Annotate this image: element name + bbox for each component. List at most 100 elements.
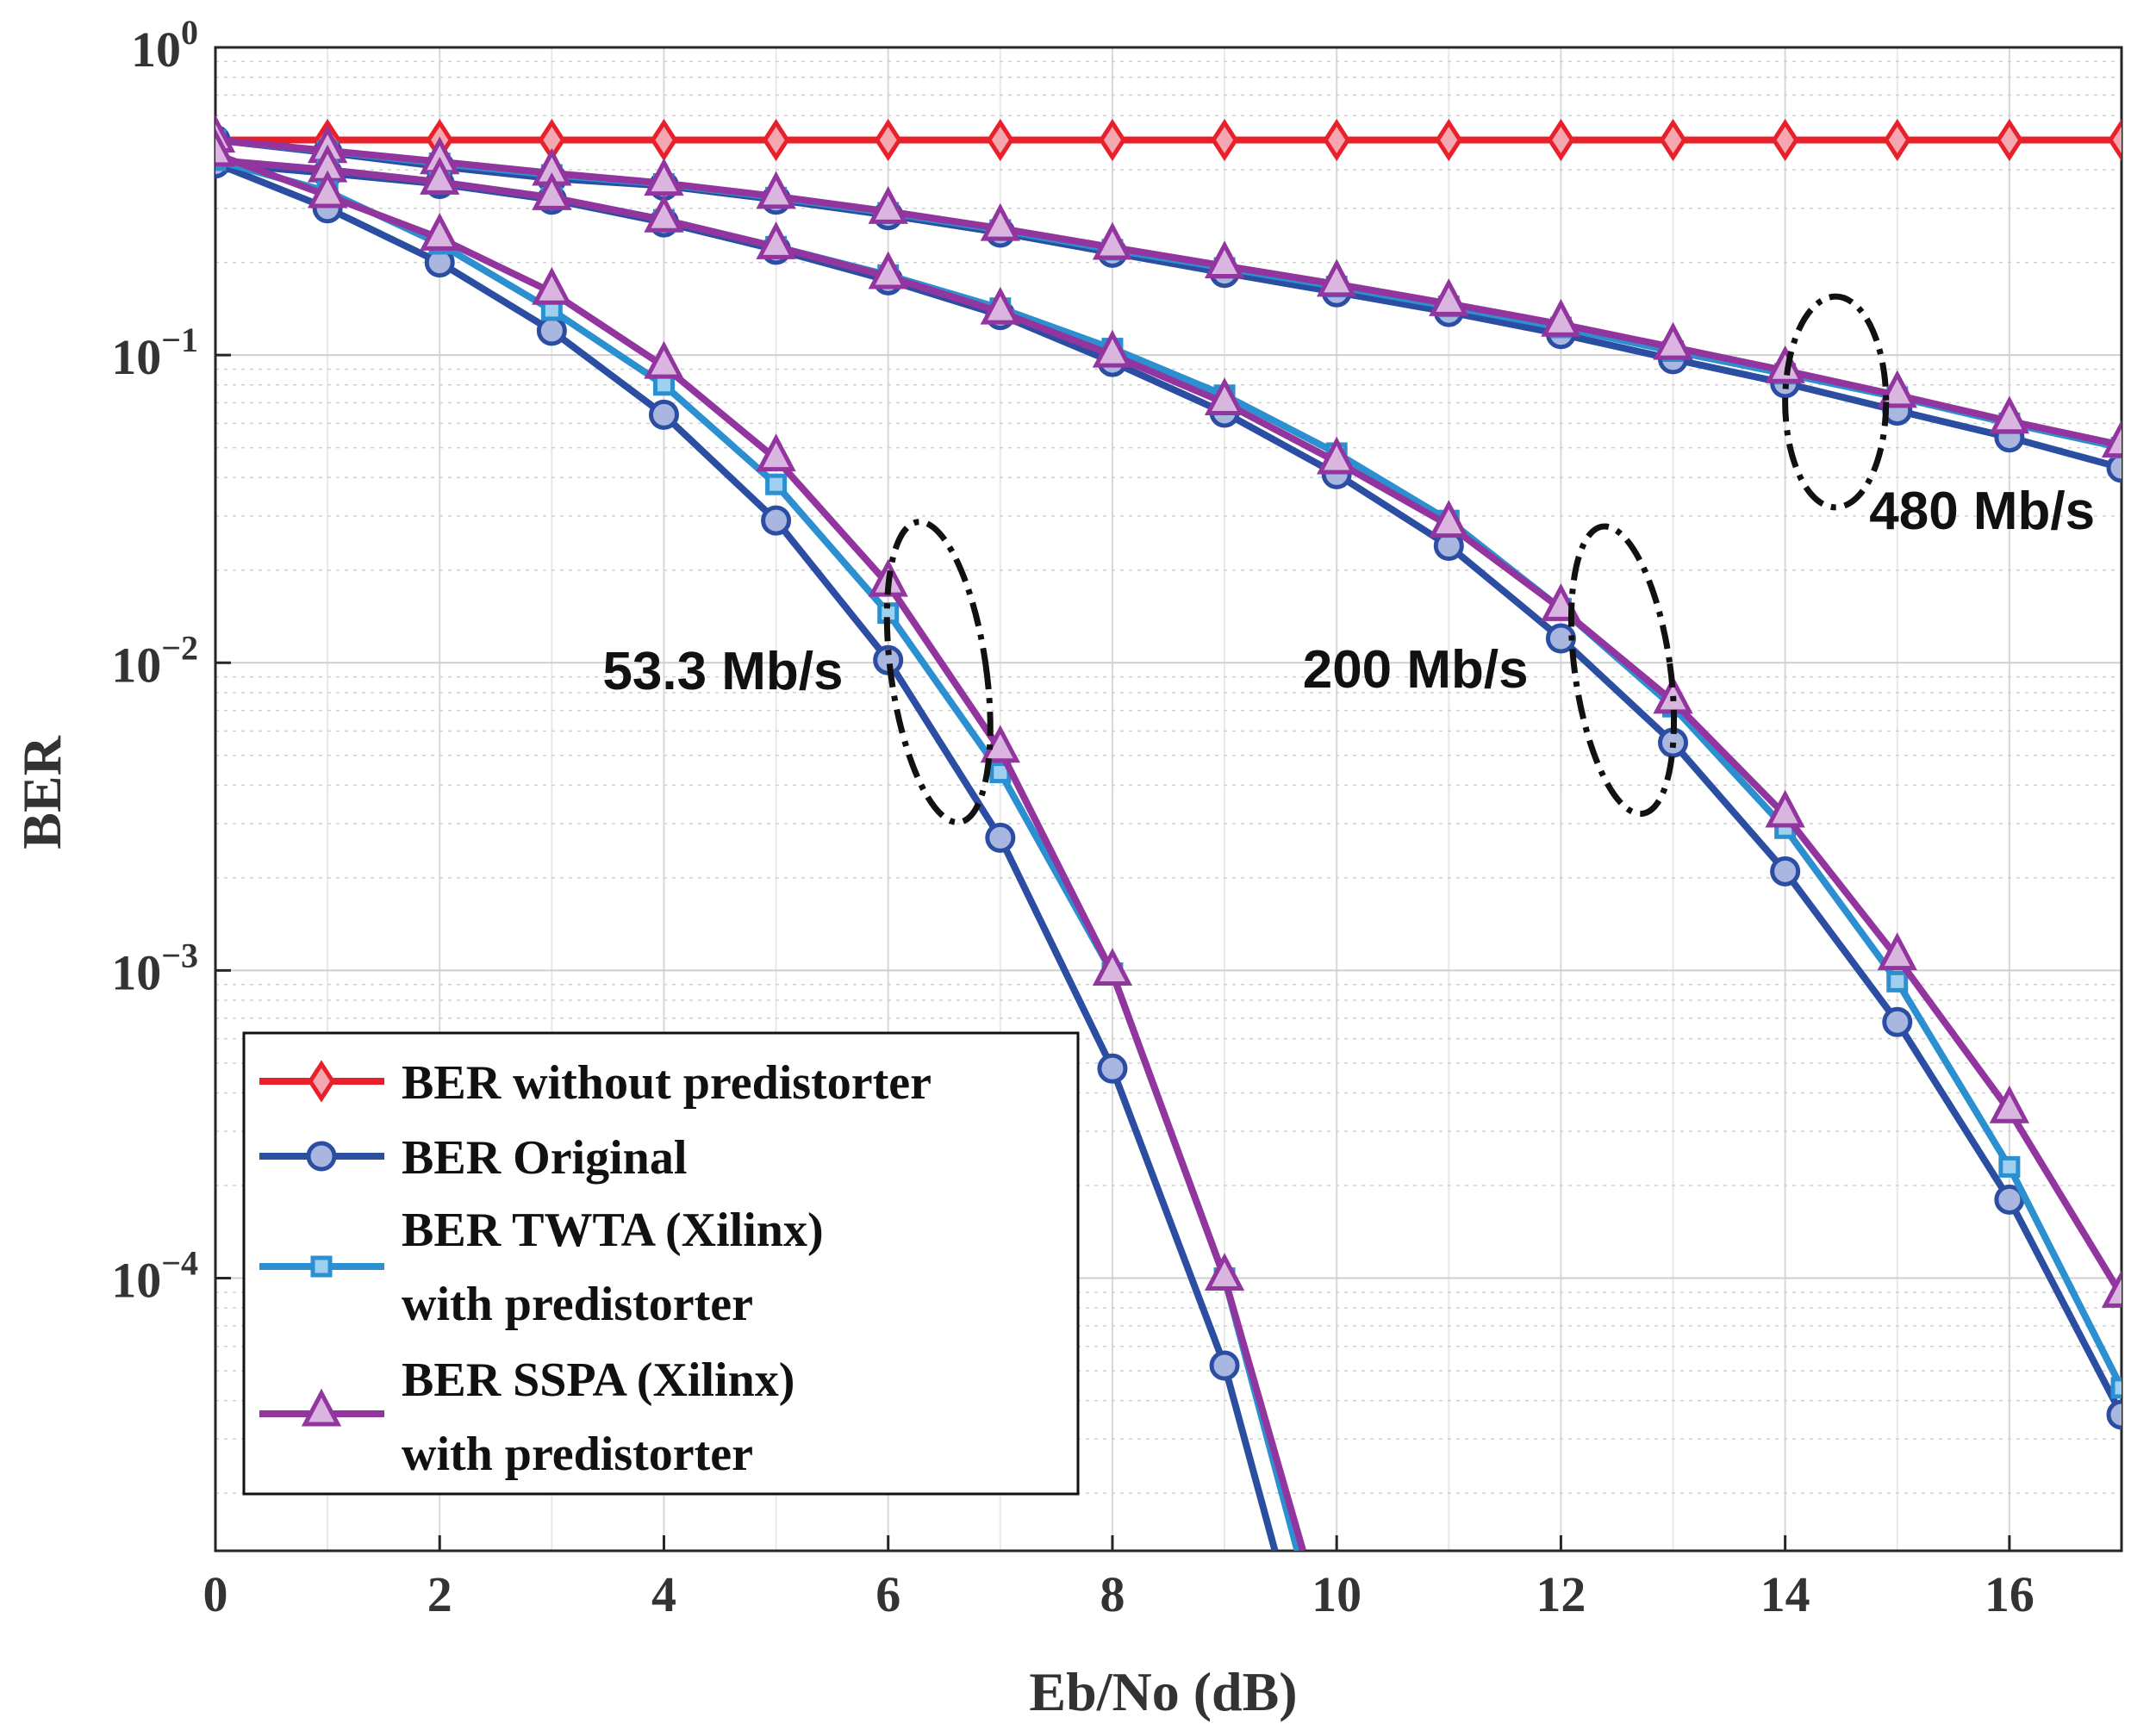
legend-label: with predistorter: [402, 1428, 753, 1481]
marker-circle: [2106, 452, 2122, 483]
series-group: [215, 115, 2122, 458]
marker-circle: [1770, 856, 1801, 887]
marker-triangle: [1765, 789, 1805, 828]
y-axis-ticks: 100 10−1 10−2 10−3 10−4: [111, 13, 231, 1309]
x-tick-label: 16: [1985, 1566, 2034, 1622]
marker-triangle: [420, 156, 460, 195]
series: [215, 115, 2122, 1551]
marker-triangle: [1429, 278, 1469, 316]
marker-diamond: [2108, 118, 2122, 162]
marker-square: [765, 473, 788, 495]
annotation-label: 53.3 Mb/s: [602, 642, 843, 701]
x-axis-label: Eb/No (dB): [1029, 1661, 1297, 1722]
x-tick-label: 2: [427, 1566, 452, 1622]
marker-triangle: [756, 221, 796, 259]
y-tick-label: 10−3: [111, 936, 198, 1000]
marker-diamond: [1883, 118, 1911, 162]
marker-diamond: [874, 118, 902, 162]
marker-triangle: [1877, 370, 1917, 408]
marker-triangle: [301, 1388, 342, 1427]
marker-triangle: [1204, 377, 1245, 415]
marker-square: [1998, 1155, 2021, 1178]
marker-diamond: [308, 1060, 335, 1103]
marker-triangle: [980, 202, 1020, 241]
marker-circle: [1882, 1006, 1913, 1037]
marker-triangle: [868, 186, 908, 224]
marker-diamond: [986, 118, 1014, 162]
x-tick-label: 12: [1536, 1566, 1586, 1622]
marker-circle: [306, 1141, 337, 1172]
marker-triangle: [532, 171, 572, 210]
annotation-ellipse: [883, 519, 994, 825]
y-tick-label: 10−1: [111, 320, 198, 385]
marker-diamond: [1323, 118, 1351, 162]
marker-square: [1886, 970, 1909, 993]
series-line: [215, 136, 2122, 471]
plot-area-frame: [214, 46, 2123, 1553]
annotation-label: 200 Mb/s: [1303, 640, 1529, 700]
marker-triangle: [215, 128, 236, 167]
legend-label: BER SSPA (Xilinx): [402, 1354, 794, 1407]
marker-diamond: [1211, 118, 1239, 162]
legend-label: with predistorter: [402, 1278, 753, 1331]
marker-diamond: [1659, 118, 1687, 162]
marker-triangle: [1877, 932, 1917, 971]
marker-triangle: [1092, 948, 1133, 986]
marker-triangle: [1204, 240, 1245, 279]
marker-triangle: [2101, 1270, 2122, 1308]
marker-triangle: [1092, 329, 1133, 368]
marker-triangle: [756, 433, 796, 472]
series-group: [215, 134, 2122, 1308]
legend-label: BER without predistorter: [402, 1056, 932, 1110]
marker-diamond: [1547, 118, 1575, 162]
annotations: 480 Mb/s 53.3 Mb/s 200 Mb/s: [602, 293, 2095, 825]
x-tick-label: 0: [203, 1566, 228, 1622]
series-line: [215, 136, 2122, 449]
marker-circle: [1209, 1350, 1240, 1381]
y-tick-label: 10−4: [111, 1244, 198, 1309]
y-tick-label: 10−2: [111, 628, 198, 693]
marker-triangle: [644, 340, 684, 379]
marker-triangle: [532, 266, 572, 305]
x-axis-ticks: 0 2 4 6 8 10 12 14 16: [203, 1535, 2034, 1622]
marker-diamond: [1435, 118, 1463, 162]
x-tick-label: 10: [1312, 1566, 1362, 1622]
marker-triangle: [644, 158, 684, 196]
marker-circle: [761, 505, 792, 536]
marker-triangle: [420, 212, 460, 251]
marker-circle: [536, 315, 567, 346]
x-tick-label: 8: [1100, 1566, 1125, 1622]
marker-triangle: [756, 171, 796, 209]
marker-triangle: [1429, 500, 1469, 538]
y-tick-label: 100: [131, 13, 198, 78]
legend: BER without predistorter BER Original BER …: [242, 1031, 1080, 1496]
marker-circle: [1097, 1053, 1128, 1084]
marker-triangle: [1989, 395, 2030, 434]
marker-diamond: [1098, 118, 1126, 162]
marker-triangle: [1765, 345, 1805, 383]
marker-triangle: [1317, 258, 1357, 297]
marker-triangle: [1317, 436, 1357, 475]
marker-triangle: [868, 251, 908, 289]
marker-triangle: [644, 194, 684, 233]
marker-triangle: [307, 170, 348, 208]
y-axis-label: BER: [11, 735, 72, 849]
marker-square: [310, 1255, 333, 1278]
marker-triangle: [980, 286, 1020, 325]
marker-diamond: [1995, 118, 2023, 162]
marker-triangle: [1653, 321, 1693, 360]
marker-diamond: [1771, 118, 1799, 162]
legend-label: BER TWTA (Xilinx): [402, 1204, 824, 1257]
marker-triangle: [1989, 1085, 2030, 1123]
annotation-label: 480 Mb/s: [1869, 482, 2095, 541]
marker-circle: [2106, 1399, 2122, 1430]
marker-triangle: [1092, 221, 1133, 260]
marker-diamond: [650, 118, 678, 162]
marker-square: [2110, 1377, 2122, 1399]
series-group: [215, 118, 2122, 162]
x-tick-label: 6: [875, 1566, 900, 1622]
x-tick-label: 4: [651, 1566, 676, 1622]
annotation-ellipse: [1567, 523, 1678, 818]
marker-triangle: [2101, 420, 2122, 458]
